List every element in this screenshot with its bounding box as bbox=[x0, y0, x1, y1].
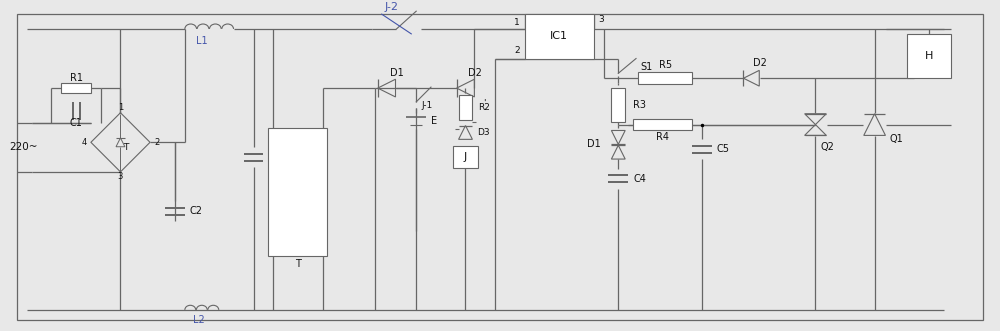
Text: C2: C2 bbox=[189, 206, 202, 216]
Text: 2: 2 bbox=[154, 138, 159, 147]
Text: R2: R2 bbox=[478, 103, 490, 112]
Text: T: T bbox=[123, 143, 129, 152]
Bar bbox=[61, 83, 91, 93]
Text: C4: C4 bbox=[633, 174, 646, 184]
Text: R5: R5 bbox=[659, 61, 672, 71]
Text: E: E bbox=[431, 116, 437, 126]
Text: L2: L2 bbox=[193, 315, 205, 325]
Bar bbox=[638, 72, 692, 84]
Text: J-1: J-1 bbox=[421, 101, 432, 110]
Bar bbox=[633, 118, 692, 130]
Text: 3: 3 bbox=[599, 15, 604, 24]
Text: C3: C3 bbox=[268, 152, 281, 162]
Text: 3: 3 bbox=[118, 172, 123, 181]
Text: R1: R1 bbox=[70, 73, 83, 83]
Text: S1: S1 bbox=[640, 62, 652, 72]
Bar bbox=[268, 127, 327, 256]
Text: 1: 1 bbox=[514, 18, 520, 26]
Text: C1: C1 bbox=[70, 118, 83, 127]
Text: C5: C5 bbox=[717, 144, 730, 154]
Text: J: J bbox=[464, 152, 467, 162]
Bar bbox=[453, 146, 478, 168]
Text: D1: D1 bbox=[587, 139, 601, 149]
Bar bbox=[907, 34, 951, 78]
Text: 4: 4 bbox=[82, 138, 87, 147]
Text: D3: D3 bbox=[477, 128, 490, 137]
Text: H: H bbox=[925, 51, 933, 61]
Bar bbox=[525, 14, 594, 59]
Text: Q2: Q2 bbox=[820, 142, 834, 152]
Text: 2: 2 bbox=[514, 46, 520, 55]
Text: R4: R4 bbox=[656, 132, 669, 142]
Text: L1: L1 bbox=[196, 36, 208, 46]
Text: D2: D2 bbox=[468, 68, 482, 78]
Text: 220~: 220~ bbox=[9, 142, 38, 152]
Bar bbox=[459, 95, 472, 120]
Text: IC1: IC1 bbox=[550, 31, 568, 41]
Text: ': ' bbox=[483, 98, 486, 107]
Text: D1: D1 bbox=[390, 68, 403, 78]
Text: Q1: Q1 bbox=[889, 134, 903, 144]
Text: T: T bbox=[295, 259, 301, 268]
Text: 1: 1 bbox=[118, 103, 123, 112]
Text: R3: R3 bbox=[633, 100, 646, 110]
Text: J-2: J-2 bbox=[385, 2, 399, 12]
Bar bbox=[611, 88, 625, 122]
Text: D2: D2 bbox=[753, 59, 767, 69]
